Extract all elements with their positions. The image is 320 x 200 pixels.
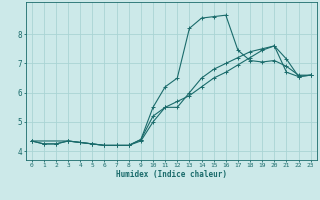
X-axis label: Humidex (Indice chaleur): Humidex (Indice chaleur) bbox=[116, 170, 227, 179]
